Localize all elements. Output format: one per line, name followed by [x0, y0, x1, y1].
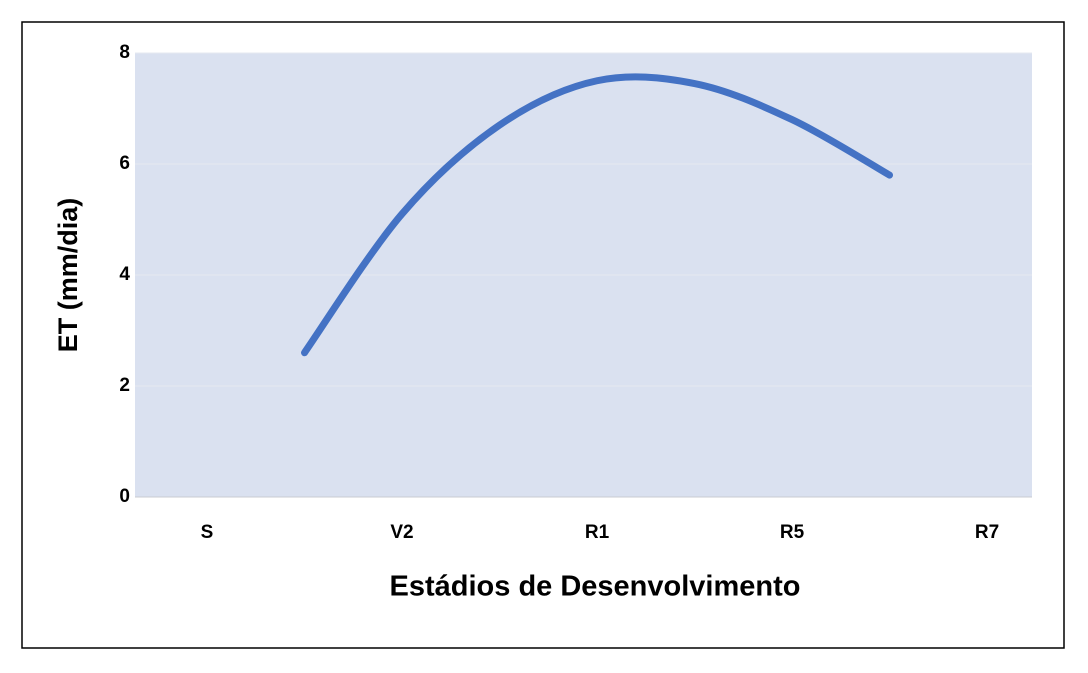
x-tick-label: R7 [975, 522, 999, 543]
x-axis-title: Estádios de Desenvolvimento [390, 571, 801, 603]
y-tick-label: 2 [119, 375, 130, 396]
x-tick-label: R5 [780, 522, 805, 543]
y-tick-label: 4 [119, 264, 130, 285]
x-tick-label: S [201, 522, 214, 543]
line-series [301, 73, 893, 357]
x-tick-label: R1 [585, 522, 610, 543]
y-axis-title: ET (mm/dia) [53, 198, 83, 353]
y-tick-label: 0 [119, 486, 130, 507]
x-tick-label: V2 [390, 522, 413, 543]
y-tick-label: 6 [119, 153, 130, 174]
y-tick-label: 8 [119, 42, 130, 63]
